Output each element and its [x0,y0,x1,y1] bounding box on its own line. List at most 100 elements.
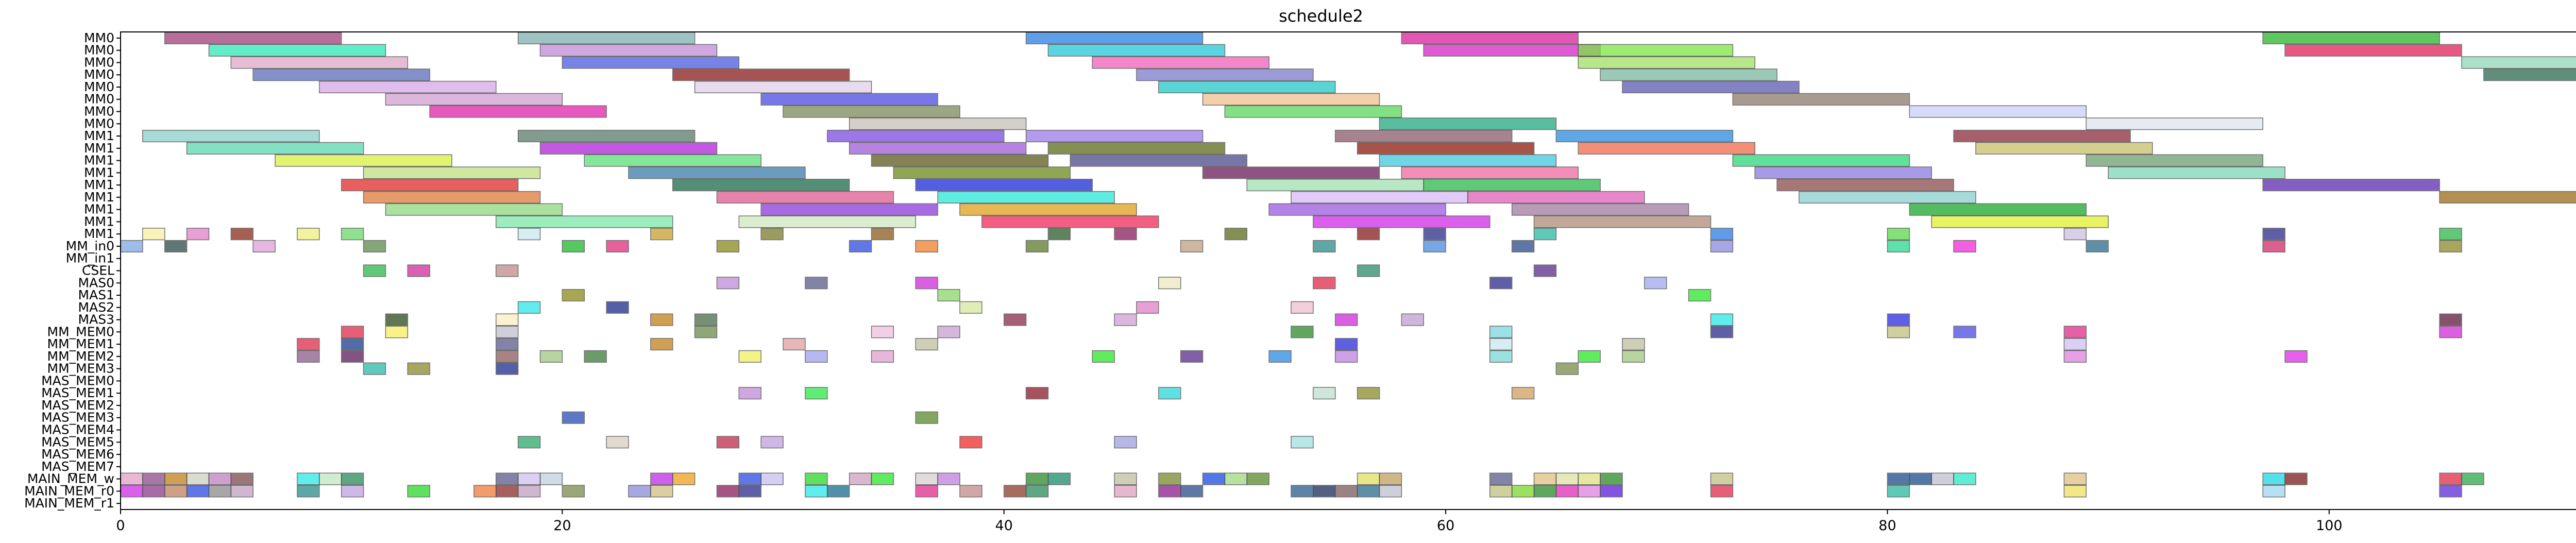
schedule-bar [1401,166,1579,179]
schedule-bar [2262,31,2440,44]
schedule-bar [363,191,541,203]
schedule-bar [1335,350,1358,363]
schedule-bar [562,289,585,302]
y-tick-label: MAIN_MEM_r1 [24,496,114,511]
schedule-bar [2262,228,2285,241]
schedule-bar [1313,387,1336,400]
schedule-bar [1909,203,2087,216]
schedule-bar [341,338,364,351]
schedule-bar [694,313,718,326]
schedule-bar [186,485,210,498]
schedule-bar [341,485,364,498]
schedule-bar [297,350,320,363]
schedule-bar [716,240,740,253]
schedule-bar [1291,326,1314,338]
schedule-bar [1578,350,1601,363]
y-tick-label: MM1 [84,128,114,143]
schedule-bar [1887,485,1910,498]
schedule-bar [429,105,607,118]
x-axis: 0 20 40 60 80 100 [116,510,2343,534]
schedule-bar [1313,277,1336,290]
schedule-bar [1313,485,1336,498]
schedule-bar [1246,472,1269,485]
schedule-bar [2439,240,2462,253]
schedule-bar [539,472,563,485]
schedule-bar [1357,387,1380,400]
schedule-bar [1025,485,1049,498]
y-tick-label: MAS_MEM7 [41,459,114,474]
schedule-bar [1335,129,1513,143]
schedule-bar [252,69,430,81]
schedule-bar [496,362,519,375]
y-tick-label: MAS_MEM0 [41,373,114,388]
schedule-bar [716,485,740,498]
schedule-bar [2284,44,2462,57]
schedule-bar [1202,166,1380,179]
schedule-bar [1357,264,1380,277]
schedule-bar [2439,326,2462,338]
schedule-bar [2284,472,2308,485]
schedule-bar [937,191,1115,203]
schedule-bar [1158,387,1181,400]
x-tick-label: 20 [553,518,571,534]
schedule-bar [363,240,386,253]
schedule-bar [1114,436,1137,449]
schedule-bar [1423,44,1601,57]
schedule-bar [672,69,850,81]
schedule-bar [650,485,673,498]
schedule-bar [1578,142,1756,155]
schedule-bar [1136,69,1314,81]
schedule-bar [1710,326,1734,338]
schedule-bar [363,362,386,375]
schedule-bar [164,31,342,44]
schedule-bar [2262,179,2440,192]
schedule-bar [1357,472,1380,485]
schedule-bar [1622,350,1645,363]
schedule-bar [1555,472,1579,485]
schedule-bar [473,485,497,498]
schedule-bar [2439,228,2462,241]
schedule-bar [562,485,585,498]
schedule-bar [760,228,784,241]
schedule-bar [1180,350,1204,363]
schedule-bar [186,472,210,485]
schedule-bar [650,472,673,485]
schedule-bar [1732,154,1910,167]
y-tick-label: MM1 [84,165,114,180]
schedule-bar [1710,472,1734,485]
schedule-bar [606,436,629,449]
schedule-bar [230,485,253,498]
schedule-bar [915,472,938,485]
schedule-bar [1047,472,1071,485]
schedule-bar [1533,472,1557,485]
schedule-bar [1799,191,1976,203]
y-tick-label: MM0 [84,43,114,58]
schedule-bar [584,350,607,363]
schedule-bar [2439,472,2462,485]
y-tick-label: MM_MEM2 [47,349,114,364]
schedule-bar [650,338,673,351]
schedule-bar [871,326,894,338]
y-tick-label: MM0 [84,116,114,131]
schedule-bar [2461,56,2576,69]
schedule-bar [1600,472,1623,485]
schedule-bar [1291,301,1314,314]
schedule-bar [517,31,696,44]
schedule-bar [2262,472,2285,485]
schedule-bar [562,411,585,424]
schedule-bar [1047,142,1226,155]
y-tick-label: MAS_MEM5 [41,434,114,449]
schedule-bar [341,472,364,485]
schedule-bar [915,240,938,253]
schedule-bar [1335,485,1358,498]
x-tick-label: 100 [2316,518,2343,534]
y-tick-label: MM1 [84,190,114,205]
schedule-bar [805,387,828,400]
schedule-bar [164,472,188,485]
schedule-bar [871,350,894,363]
schedule-bar [1313,215,1490,228]
schedule-bar [2439,313,2462,326]
schedule-bar [915,485,938,498]
schedule-bar [1025,31,1204,44]
schedule-bar [120,472,143,485]
